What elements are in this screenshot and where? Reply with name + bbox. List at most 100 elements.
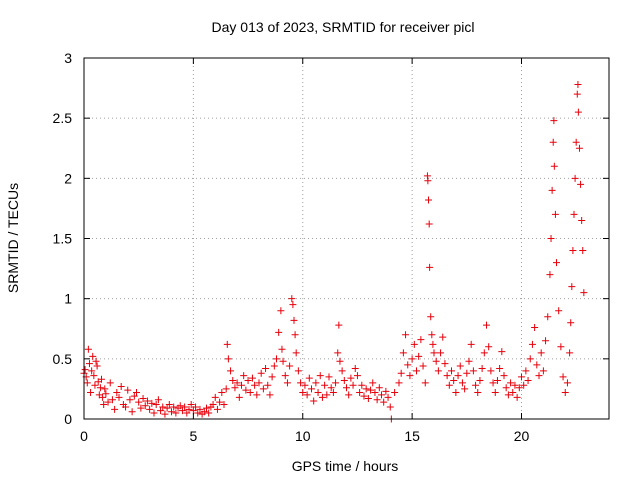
data-point xyxy=(380,398,388,406)
data-point xyxy=(334,349,342,357)
data-point xyxy=(571,174,579,182)
data-point xyxy=(152,401,160,409)
data-point xyxy=(567,319,575,327)
data-point xyxy=(98,375,105,383)
data-point xyxy=(200,408,208,416)
data-point xyxy=(84,345,92,353)
data-point xyxy=(483,321,490,329)
data-point xyxy=(351,364,359,372)
data-point xyxy=(218,389,226,397)
data-point xyxy=(353,372,361,380)
data-points xyxy=(80,80,588,423)
data-point xyxy=(233,379,241,387)
data-point xyxy=(139,395,147,403)
data-point xyxy=(537,349,545,357)
data-point xyxy=(246,389,254,397)
data-point xyxy=(391,389,399,397)
data-point xyxy=(340,376,348,384)
data-point xyxy=(430,349,438,357)
data-point xyxy=(408,355,416,363)
data-point xyxy=(108,396,116,404)
data-point xyxy=(170,403,178,411)
data-point xyxy=(465,357,473,365)
data-point xyxy=(491,389,499,397)
data-point xyxy=(253,391,261,399)
data-point xyxy=(181,403,189,411)
data-point xyxy=(223,340,231,348)
data-point xyxy=(439,333,447,341)
data-point xyxy=(568,283,576,291)
data-point xyxy=(569,247,577,255)
data-point xyxy=(213,405,221,413)
data-point xyxy=(111,405,119,413)
gridlines xyxy=(84,58,609,419)
data-point xyxy=(91,381,99,389)
data-point xyxy=(575,144,583,152)
data-point xyxy=(504,391,512,399)
data-point xyxy=(349,381,357,389)
data-point xyxy=(572,138,580,146)
data-point xyxy=(402,331,410,339)
data-point xyxy=(159,403,167,411)
data-point xyxy=(428,331,436,339)
data-point xyxy=(194,409,202,417)
data-point xyxy=(278,345,286,353)
data-point xyxy=(378,391,385,399)
data-point xyxy=(458,379,466,387)
data-point xyxy=(445,381,453,389)
data-point xyxy=(546,271,554,279)
data-point xyxy=(371,389,379,397)
data-point xyxy=(122,403,130,411)
data-point xyxy=(229,376,237,384)
data-point xyxy=(255,379,263,387)
y-tick-label: 1.5 xyxy=(53,231,73,247)
data-point xyxy=(192,403,200,411)
data-point xyxy=(557,343,565,351)
data-point xyxy=(301,381,309,389)
data-point xyxy=(329,389,337,397)
data-point xyxy=(548,186,556,194)
data-point xyxy=(502,384,510,392)
data-point xyxy=(509,389,517,397)
data-point xyxy=(520,381,528,389)
data-point xyxy=(415,352,423,360)
data-point xyxy=(314,389,322,397)
data-point xyxy=(515,384,523,392)
data-point xyxy=(335,321,343,329)
data-point xyxy=(235,393,243,401)
data-point xyxy=(570,210,578,218)
data-point xyxy=(574,80,582,88)
chart-title: Day 013 of 2023, SRMTID for receiver pic… xyxy=(212,19,475,35)
data-point xyxy=(443,372,451,380)
data-point xyxy=(305,374,313,382)
data-point xyxy=(264,381,272,389)
data-point xyxy=(172,409,180,417)
data-point xyxy=(104,398,112,406)
data-point xyxy=(426,263,434,271)
data-point xyxy=(533,361,541,369)
data-point xyxy=(522,367,530,375)
y-tick-label: 0.5 xyxy=(53,351,73,367)
data-point xyxy=(526,355,534,363)
data-point xyxy=(312,379,320,387)
data-point xyxy=(513,393,521,401)
data-point xyxy=(362,385,370,393)
data-point xyxy=(244,376,252,384)
data-point xyxy=(157,407,165,415)
data-point xyxy=(367,386,375,394)
data-point xyxy=(553,259,560,267)
data-point xyxy=(154,396,162,404)
data-point xyxy=(92,357,100,365)
data-point xyxy=(281,372,289,380)
data-point xyxy=(384,393,392,401)
data-point xyxy=(211,393,219,401)
data-point xyxy=(338,367,346,375)
data-point xyxy=(308,385,315,393)
data-point xyxy=(266,391,274,399)
data-point xyxy=(89,352,97,360)
data-point xyxy=(227,367,235,375)
data-point xyxy=(294,367,302,375)
data-point xyxy=(493,376,501,384)
data-point xyxy=(427,313,435,321)
data-point xyxy=(87,389,95,397)
